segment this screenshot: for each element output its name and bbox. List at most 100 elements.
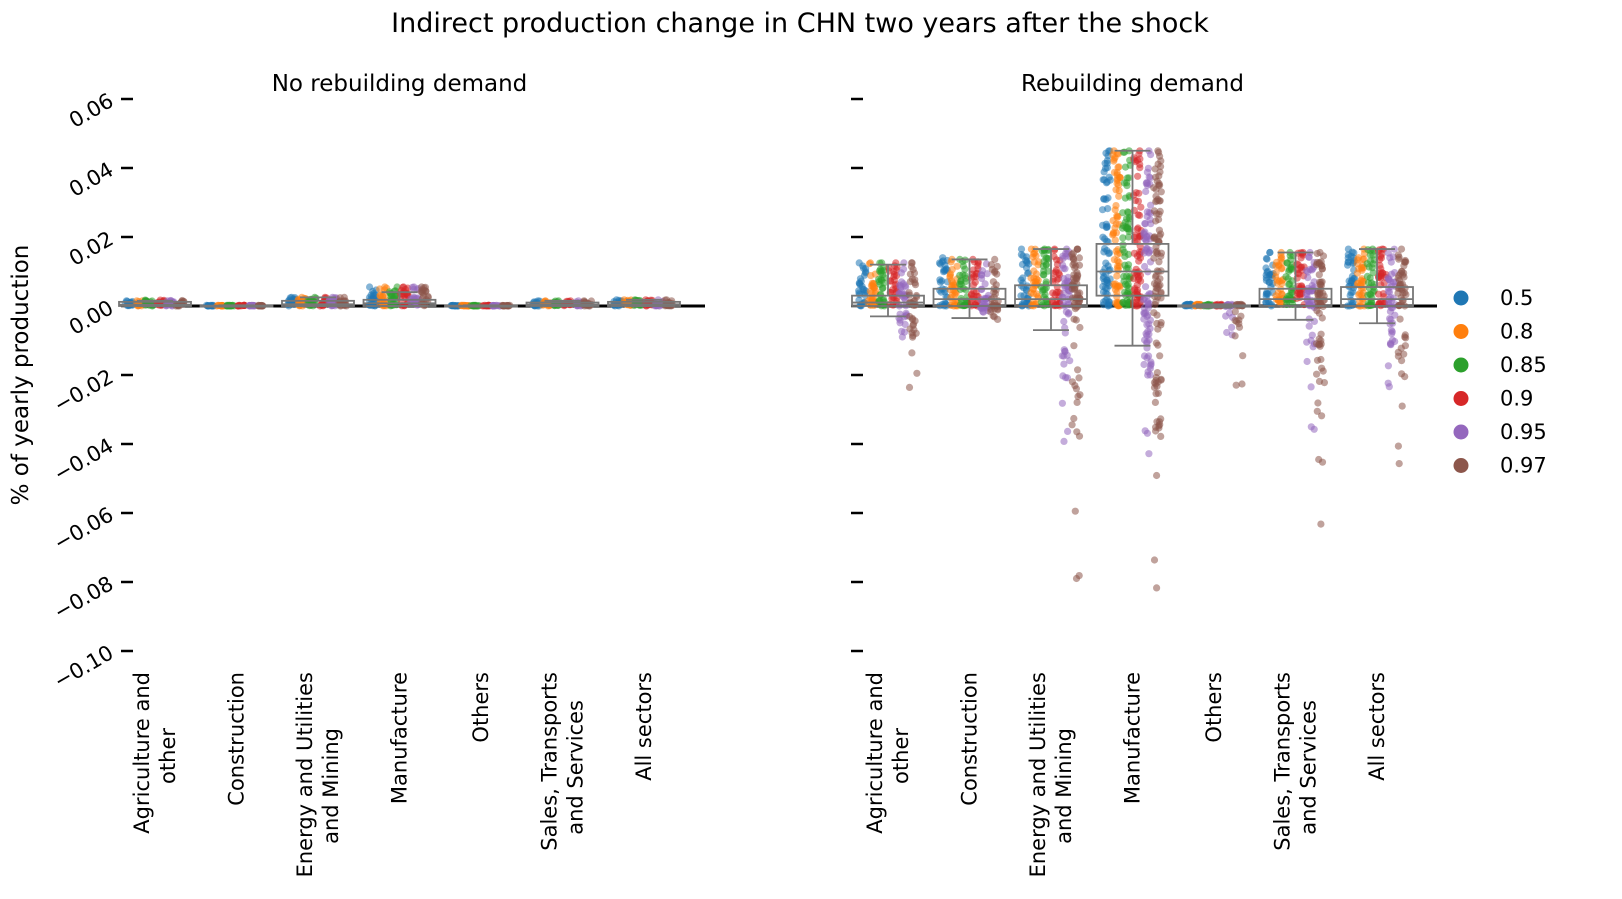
data-point xyxy=(1367,298,1375,306)
data-point xyxy=(1266,248,1274,257)
data-point xyxy=(1030,258,1038,266)
legend-marker xyxy=(1453,324,1469,339)
data-point xyxy=(1153,471,1161,480)
data-point xyxy=(992,281,1000,289)
category-group: Energy and Utilitiesand Mining xyxy=(281,293,355,877)
data-point xyxy=(1153,319,1161,328)
x-tick-label-line: other xyxy=(156,728,180,784)
data-point xyxy=(1318,314,1326,322)
category-group: Manufacture xyxy=(1095,147,1170,804)
data-point xyxy=(908,314,916,322)
data-point xyxy=(1386,277,1395,286)
data-point xyxy=(1019,252,1027,260)
data-point xyxy=(991,290,1000,298)
data-point xyxy=(987,308,995,316)
data-point xyxy=(1222,312,1230,320)
data-point xyxy=(1151,165,1159,173)
data-point xyxy=(1317,355,1325,364)
legend-item: 0.85 xyxy=(1453,353,1547,377)
data-point xyxy=(1153,369,1161,377)
data-point xyxy=(896,319,904,327)
data-point xyxy=(1136,160,1144,168)
y-tick-label: 0.06 xyxy=(65,89,118,133)
data-point xyxy=(1313,407,1321,415)
x-tick-label: Agriculture andother xyxy=(130,672,180,834)
data-point xyxy=(1367,291,1375,299)
data-point xyxy=(1315,271,1323,279)
data-point xyxy=(1152,173,1160,181)
data-point xyxy=(991,267,999,275)
data-point xyxy=(1283,259,1291,267)
data-point xyxy=(1231,308,1239,316)
data-point xyxy=(906,278,915,286)
data-point xyxy=(1349,288,1357,296)
data-point xyxy=(1237,312,1245,320)
data-point xyxy=(1278,254,1286,262)
data-point xyxy=(1141,427,1149,435)
data-point xyxy=(1130,249,1138,257)
data-point xyxy=(1232,381,1240,389)
data-point xyxy=(1152,298,1160,306)
data-point xyxy=(1104,279,1112,287)
legend-label: 0.95 xyxy=(1500,420,1547,444)
data-point xyxy=(1102,223,1110,231)
data-point xyxy=(961,271,969,279)
category-group: Agriculture andother xyxy=(118,296,192,834)
data-point xyxy=(1113,272,1121,280)
data-point xyxy=(1305,298,1313,307)
data-point xyxy=(991,255,999,263)
category-group: Construction xyxy=(932,254,1007,806)
data-point xyxy=(905,383,914,391)
data-point xyxy=(1055,274,1063,283)
data-point xyxy=(1136,211,1144,219)
data-point xyxy=(288,293,296,301)
data-point xyxy=(909,321,917,329)
data-point xyxy=(1395,460,1403,468)
data-point xyxy=(1154,341,1162,349)
data-point xyxy=(1235,323,1244,331)
category-group: Manufacture xyxy=(362,283,437,804)
data-point xyxy=(1064,273,1072,281)
data-point xyxy=(1017,245,1026,253)
data-point xyxy=(1102,259,1110,267)
legend-marker xyxy=(1453,357,1469,373)
data-point xyxy=(1113,283,1121,291)
data-point xyxy=(1264,290,1272,298)
data-point xyxy=(1060,346,1068,354)
data-point xyxy=(1272,268,1280,277)
data-point xyxy=(1019,274,1027,282)
data-point xyxy=(1119,234,1127,242)
data-point xyxy=(1100,248,1108,256)
data-point xyxy=(1124,233,1133,241)
data-point xyxy=(1071,294,1079,302)
data-point xyxy=(1143,168,1151,176)
category-group: Others xyxy=(444,301,518,743)
data-point xyxy=(1147,201,1155,209)
data-point xyxy=(1125,284,1133,292)
x-tick-label-line: Sales, Transports xyxy=(538,672,562,851)
legend-marker xyxy=(1453,290,1469,306)
data-point xyxy=(947,277,956,285)
data-point xyxy=(862,265,870,273)
y-axis-label: % of yearly production xyxy=(8,245,34,506)
data-point xyxy=(1308,282,1316,290)
data-point xyxy=(880,274,889,282)
panel-title: No rebuilding demand xyxy=(272,71,528,97)
data-point xyxy=(1141,262,1149,271)
category-group: Sales, Transportsand Services xyxy=(1258,248,1333,851)
data-point xyxy=(1399,289,1407,297)
legend-item: 0.95 xyxy=(1453,420,1547,444)
data-point xyxy=(1400,262,1408,270)
data-point xyxy=(1401,331,1409,339)
data-point xyxy=(1068,421,1076,429)
data-point xyxy=(1110,256,1118,264)
data-point xyxy=(1099,233,1107,241)
x-tick-label: Construction xyxy=(958,672,982,806)
data-point xyxy=(381,283,389,291)
data-point xyxy=(1142,283,1150,291)
data-point xyxy=(1071,264,1079,272)
data-point xyxy=(1050,252,1058,261)
x-tick-label-line: Manufacture xyxy=(1121,672,1145,804)
data-point xyxy=(1349,298,1357,306)
legend-marker xyxy=(1453,391,1469,406)
